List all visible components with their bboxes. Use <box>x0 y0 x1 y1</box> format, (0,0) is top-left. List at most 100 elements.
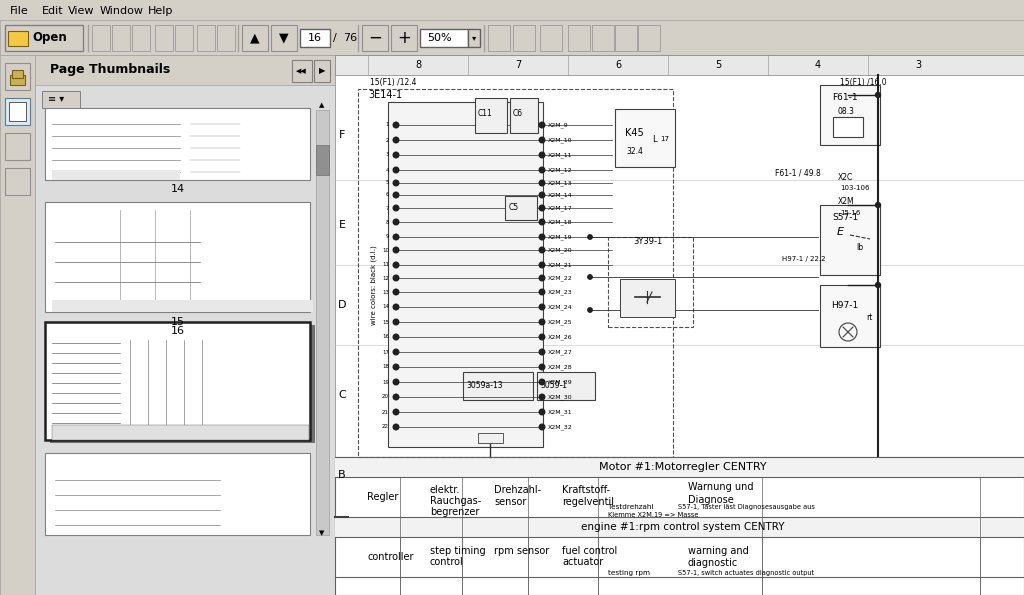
Bar <box>513 25 535 51</box>
Text: C: C <box>338 390 346 400</box>
Circle shape <box>540 424 545 430</box>
Bar <box>820 285 880 347</box>
Circle shape <box>540 192 545 198</box>
Text: 4: 4 <box>815 60 821 70</box>
Bar <box>12 70 23 78</box>
Text: K45: K45 <box>625 128 644 138</box>
Text: regelventil: regelventil <box>562 497 614 507</box>
Bar <box>132 25 150 51</box>
Text: 3059-1: 3059-1 <box>540 381 567 390</box>
Circle shape <box>540 289 545 295</box>
Text: 15(F1) /12.4: 15(F1) /12.4 <box>370 77 417 86</box>
Bar <box>468 29 480 47</box>
Circle shape <box>876 202 881 208</box>
Bar <box>8 31 28 46</box>
Bar <box>463 372 534 400</box>
Bar <box>0 55 35 595</box>
Bar <box>638 25 660 51</box>
Text: 3: 3 <box>914 60 921 70</box>
Circle shape <box>393 152 398 158</box>
Text: control: control <box>430 557 464 567</box>
Text: H97-1: H97-1 <box>831 300 858 309</box>
Text: 18: 18 <box>382 365 389 369</box>
Circle shape <box>393 275 398 281</box>
Text: 22: 22 <box>382 424 389 430</box>
Text: 5: 5 <box>385 180 389 186</box>
Bar <box>316 145 329 175</box>
Text: 20: 20 <box>382 394 389 399</box>
Text: Diagnose: Diagnose <box>688 495 734 505</box>
Bar <box>300 29 330 47</box>
Text: F61-1: F61-1 <box>831 92 858 102</box>
Circle shape <box>393 219 398 225</box>
Text: Testdrehzahl: Testdrehzahl <box>608 504 653 510</box>
Text: rt: rt <box>866 312 872 321</box>
Text: 76: 76 <box>343 33 357 43</box>
Bar <box>316 110 329 535</box>
Circle shape <box>540 379 545 385</box>
Text: Help: Help <box>148 6 173 16</box>
Circle shape <box>393 349 398 355</box>
Text: 7: 7 <box>515 60 521 70</box>
Bar <box>833 117 863 137</box>
Bar <box>35 55 335 595</box>
Text: S57-1: S57-1 <box>831 212 858 221</box>
Circle shape <box>540 219 545 225</box>
Circle shape <box>393 192 398 198</box>
Circle shape <box>393 364 398 370</box>
Bar <box>5 25 83 51</box>
Text: 21: 21 <box>382 409 389 415</box>
Bar <box>10 75 25 85</box>
Bar <box>335 517 1024 537</box>
Text: step timing: step timing <box>430 546 485 556</box>
Text: 8: 8 <box>385 220 389 224</box>
Circle shape <box>540 167 545 173</box>
Text: X2M_30: X2M_30 <box>548 394 572 400</box>
Text: actuator: actuator <box>562 557 603 567</box>
Text: 3: 3 <box>385 152 389 158</box>
Bar <box>335 55 1024 595</box>
Bar <box>5 98 30 125</box>
Text: X2C: X2C <box>838 173 853 181</box>
Text: C6: C6 <box>513 108 523 117</box>
Text: 19: 19 <box>382 380 389 384</box>
Circle shape <box>876 92 881 98</box>
Text: sensor: sensor <box>494 497 526 507</box>
Text: 2: 2 <box>385 137 389 142</box>
Text: Regler: Regler <box>367 492 398 502</box>
Text: 6: 6 <box>615 60 622 70</box>
Text: B: B <box>338 470 346 480</box>
Circle shape <box>588 308 592 312</box>
Text: 5: 5 <box>715 60 721 70</box>
Text: engine #1:rpm control system CENTRY: engine #1:rpm control system CENTRY <box>582 522 784 532</box>
Bar <box>388 102 543 447</box>
Text: X2M_14: X2M_14 <box>548 192 572 198</box>
Text: warning and: warning and <box>688 546 749 556</box>
Circle shape <box>540 205 545 211</box>
Text: 15(F1) /16.0: 15(F1) /16.0 <box>840 77 887 86</box>
Bar <box>45 108 310 180</box>
Text: 32.4: 32.4 <box>626 148 643 156</box>
Text: 9: 9 <box>385 234 389 240</box>
Text: Klemme X2M.19 => Masse: Klemme X2M.19 => Masse <box>608 512 698 518</box>
Bar <box>335 55 1024 75</box>
Bar <box>0 0 1024 20</box>
Text: Open: Open <box>32 32 67 45</box>
Bar <box>820 205 880 275</box>
Text: S57-1, Taster läst Diagnosesausgabe aus: S57-1, Taster läst Diagnosesausgabe aus <box>678 504 815 510</box>
Text: X2M_12: X2M_12 <box>548 167 572 173</box>
Text: C11: C11 <box>478 108 493 117</box>
Bar <box>45 202 310 312</box>
Text: controller: controller <box>367 552 414 562</box>
Text: ▲: ▲ <box>319 102 325 108</box>
Circle shape <box>393 247 398 253</box>
Circle shape <box>393 234 398 240</box>
Circle shape <box>393 409 398 415</box>
Circle shape <box>393 122 398 128</box>
Bar <box>568 25 590 51</box>
Text: X2M_17: X2M_17 <box>548 205 572 211</box>
Circle shape <box>540 304 545 310</box>
Text: X2M_25: X2M_25 <box>548 319 572 325</box>
Bar <box>271 25 297 51</box>
Text: 16: 16 <box>308 33 322 43</box>
